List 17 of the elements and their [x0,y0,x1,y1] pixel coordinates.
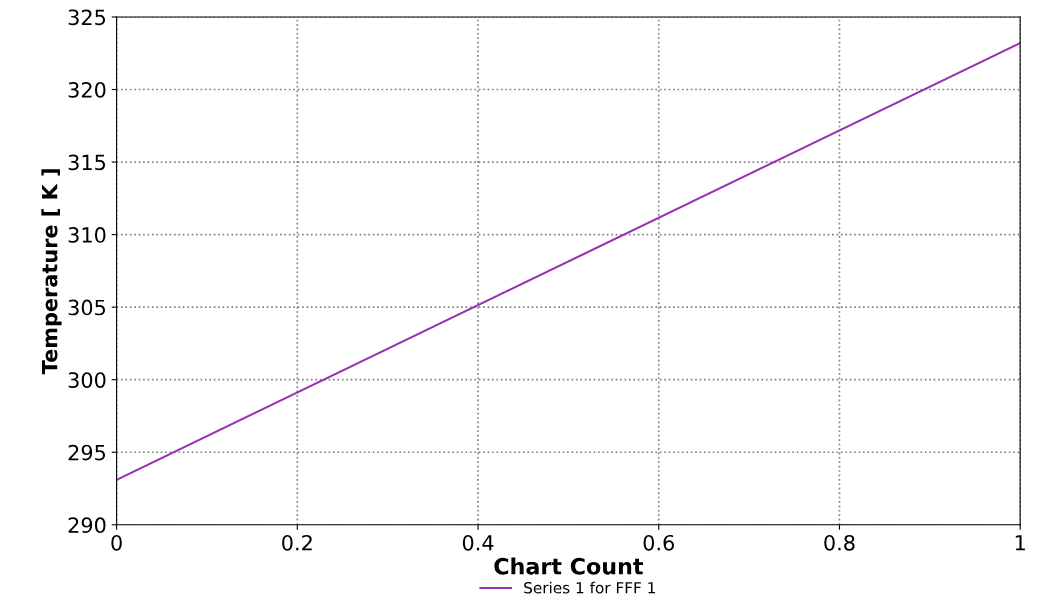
y-tick-label: 320 [68,81,106,98]
y-tick-label: 305 [68,299,106,316]
y-axis-title: Temperature [ K ] [41,169,62,375]
legend-label: Series 1 for FFF 1 [524,581,655,594]
x-tick-label: 0.4 [462,534,494,551]
y-tick-label: 300 [68,372,106,388]
y-tick-label: 290 [68,517,106,534]
x-tick-label: 0 [111,534,122,551]
x-axis-title: Chart Count [494,557,644,575]
y-tick-label: 315 [68,154,106,171]
y-tick-label: 295 [68,444,106,461]
x-tick-label: 0.8 [824,534,855,551]
x-tick-label: 0.6 [643,534,674,551]
x-tick-label: 0.2 [282,534,312,551]
x-tick-label: 1 [1015,535,1025,551]
y-tick-label: 310 [68,227,106,243]
y-tick-label: 325 [68,9,106,26]
